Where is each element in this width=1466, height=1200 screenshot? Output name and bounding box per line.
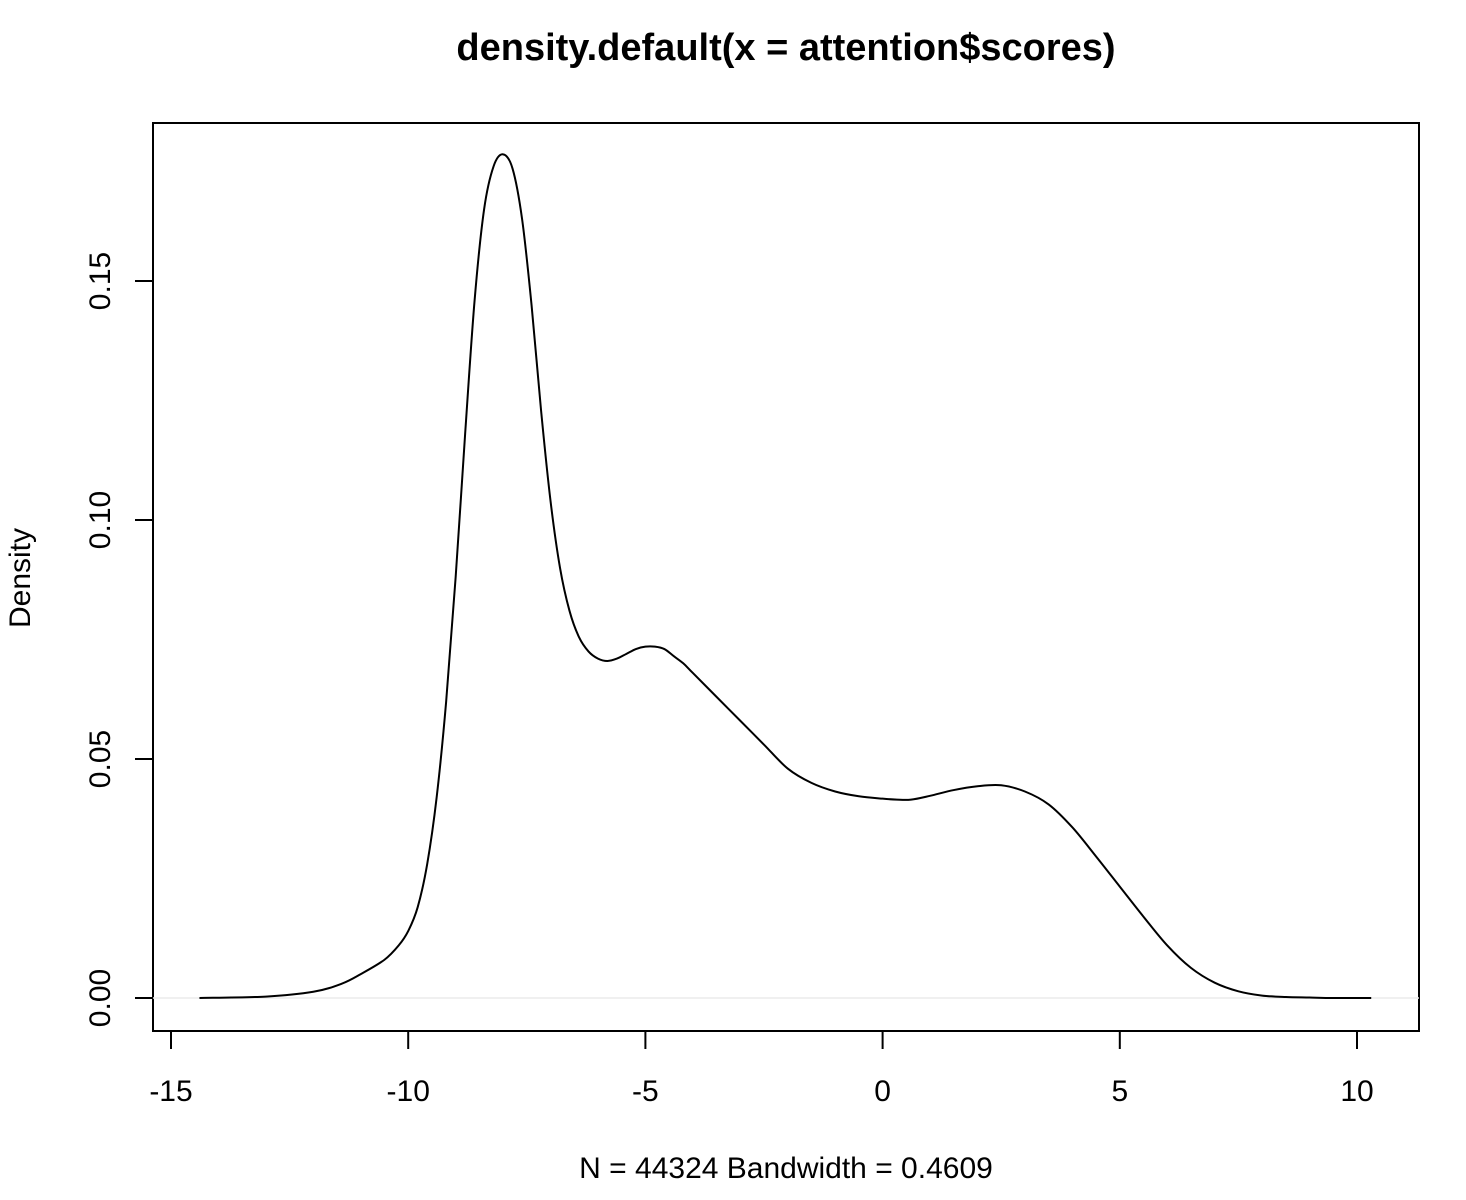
x-tick-label: 0 (874, 1075, 891, 1108)
x-axis: -15 -10 -5 0 5 10 (149, 1030, 1374, 1108)
y-tick-label: 0.15 (84, 252, 117, 310)
y-tick-label: 0.00 (84, 969, 117, 1027)
x-axis-label: N = 44324 Bandwidth = 0.4609 (579, 1152, 993, 1185)
x-tick-label: -15 (149, 1075, 192, 1108)
y-tick-label: 0.05 (84, 730, 117, 788)
plot-frame (152, 122, 1420, 1032)
x-tick-label: 5 (1111, 1075, 1128, 1108)
x-tick-label: 10 (1340, 1075, 1373, 1108)
y-tick-label: 0.10 (84, 491, 117, 549)
chart-title: density.default(x = attention$scores) (456, 27, 1115, 69)
y-axis-label: Density (4, 528, 37, 628)
density-curve (199, 153, 1372, 1000)
x-tick-label: -5 (632, 1075, 659, 1108)
y-axis: 0.00 0.05 0.10 0.15 (84, 252, 154, 1027)
x-tick-label: -10 (387, 1075, 430, 1108)
